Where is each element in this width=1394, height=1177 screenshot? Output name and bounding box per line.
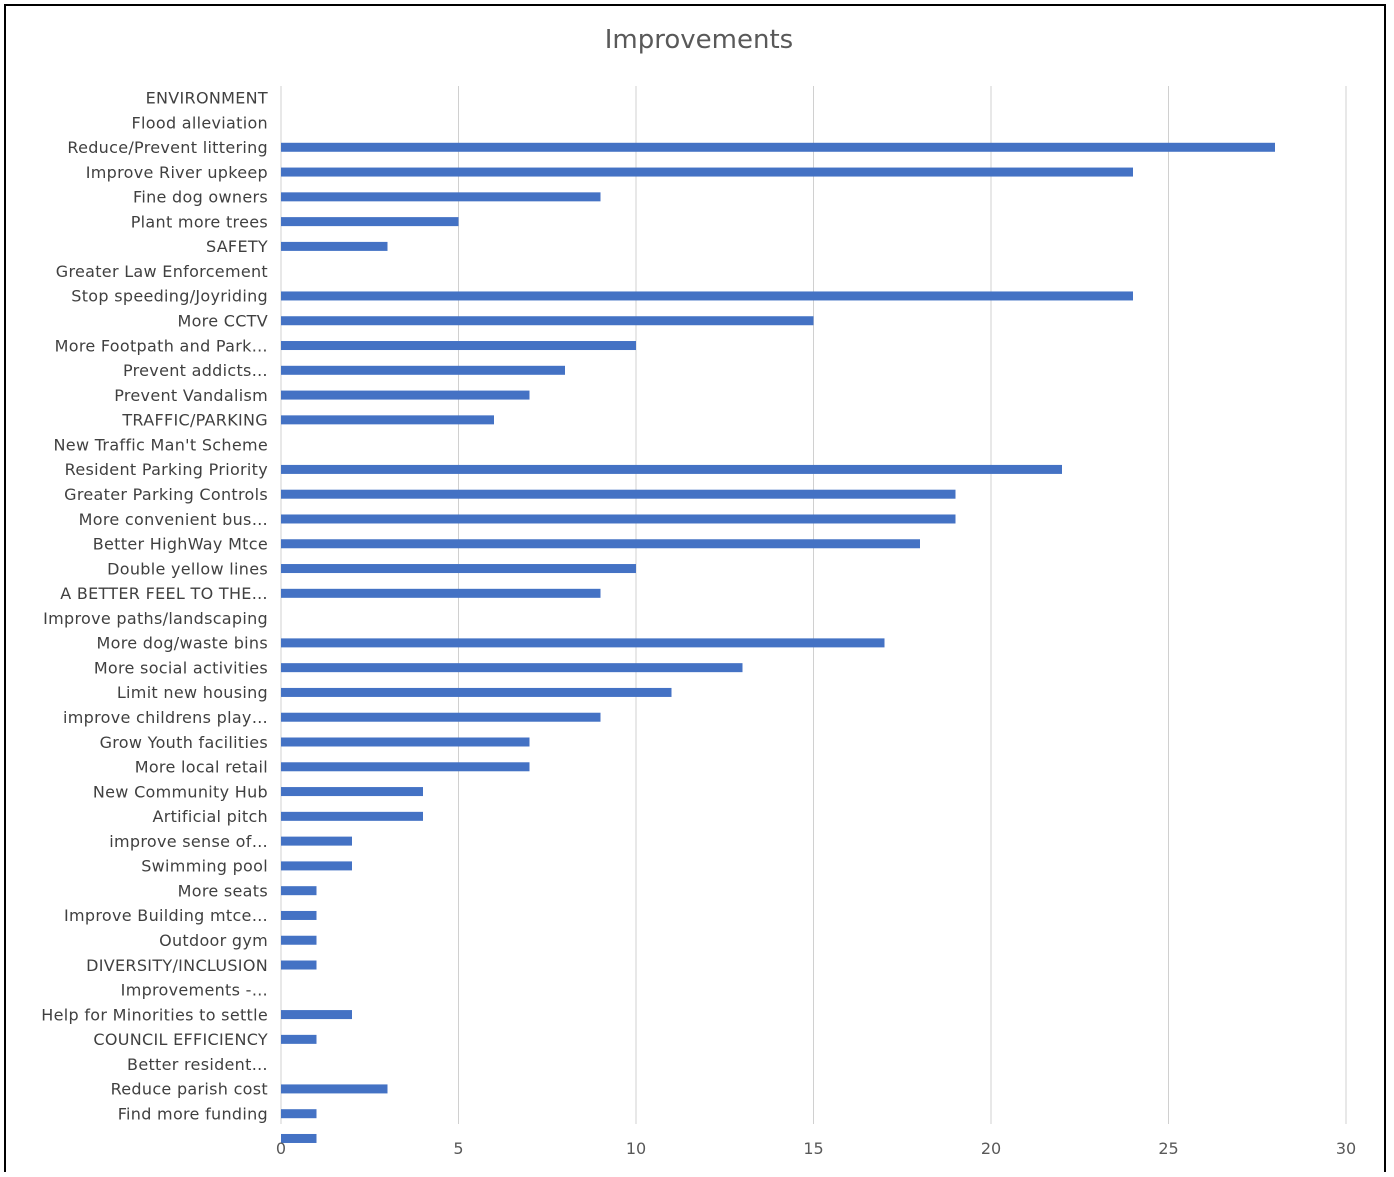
- category-label: Prevent Vandalism: [114, 386, 268, 405]
- category-label: Reduce parish cost: [111, 1080, 268, 1099]
- bar: [281, 489, 956, 499]
- category-label: Resident Parking Priority: [65, 460, 268, 479]
- bar: [281, 217, 459, 227]
- category-label: More Footpath and Park…: [55, 336, 268, 355]
- x-tick-label: 30: [1336, 1139, 1356, 1158]
- category-label: TRAFFIC/PARKING: [121, 411, 268, 430]
- x-tick-label: 25: [1158, 1139, 1178, 1158]
- gridlines: [280, 86, 1347, 1124]
- x-tick-label: 10: [626, 1139, 646, 1158]
- category-label: New Traffic Man't Scheme: [54, 435, 268, 454]
- x-tick-label: 5: [453, 1139, 463, 1158]
- category-label: Fine dog owners: [133, 188, 268, 207]
- bar: [281, 390, 530, 400]
- bar: [281, 291, 1133, 301]
- bar: [281, 935, 317, 945]
- category-label: Limit new housing: [117, 683, 268, 702]
- category-label: More social activities: [94, 658, 268, 677]
- bar: [281, 687, 672, 697]
- category-label: Improve paths/landscaping: [43, 609, 268, 628]
- bar: [281, 365, 565, 375]
- chart-title: Improvements: [605, 25, 793, 55]
- bar: [281, 192, 601, 202]
- category-label: Grow Youth facilities: [100, 733, 268, 752]
- bar: [281, 861, 352, 871]
- bar: [281, 1010, 352, 1020]
- bar: [281, 787, 423, 797]
- bar: [281, 415, 494, 425]
- x-tick-label: 0: [276, 1139, 286, 1158]
- category-labels: ENVIRONMENT Flood alleviation Reduce/Preve…: [41, 89, 268, 1124]
- category-label: Plant more trees: [131, 212, 268, 231]
- category-label: More CCTV: [177, 312, 268, 331]
- category-label: Improvements -…: [121, 981, 268, 1000]
- bar: [281, 712, 601, 722]
- bar: [281, 1109, 317, 1119]
- bar: [281, 737, 530, 747]
- bar: [281, 762, 530, 772]
- bar: [281, 241, 388, 251]
- category-label: COUNCIL EFFICIENCY: [93, 1030, 268, 1049]
- category-label: Stop speeding/Joyriding: [71, 287, 268, 306]
- bar: [281, 1084, 388, 1094]
- bar: [281, 1133, 317, 1143]
- category-label: Double yellow lines: [107, 559, 268, 578]
- category-label: A BETTER FEEL TO THE…: [60, 584, 268, 603]
- x-tick-labels: 0 5 10 15 20 25 30: [276, 1139, 1356, 1158]
- category-label: improve sense of…: [109, 832, 268, 851]
- bar: [281, 564, 636, 574]
- category-label: Outdoor gym: [159, 931, 268, 950]
- category-label: Greater Law Enforcement: [56, 262, 268, 281]
- category-label: Improve Building mtce…: [64, 906, 268, 925]
- category-label: Flood alleviation: [132, 113, 268, 132]
- bar: [281, 886, 317, 896]
- category-label: SAFETY: [206, 237, 268, 256]
- category-label: Help for Minorities to settle: [41, 1005, 268, 1024]
- chart-frame: [4, 4, 1386, 1172]
- bars: [281, 142, 1275, 1143]
- category-label: More local retail: [135, 758, 268, 777]
- category-label: Swimming pool: [141, 857, 268, 876]
- category-label: Greater Parking Controls: [64, 485, 268, 504]
- bar: [281, 539, 920, 549]
- category-label: ENVIRONMENT: [146, 89, 268, 108]
- bar: [281, 960, 317, 970]
- bar: [281, 464, 1062, 474]
- category-label: More seats: [178, 881, 268, 900]
- bar: [281, 836, 352, 846]
- bar: [281, 316, 814, 326]
- bar: [281, 910, 317, 920]
- x-tick-label: 15: [803, 1139, 823, 1158]
- category-label: Improve River upkeep: [86, 163, 268, 182]
- bar: [281, 1034, 317, 1044]
- category-label: Better HighWay Mtce: [93, 535, 268, 554]
- bar: [281, 811, 423, 821]
- bar: [281, 514, 956, 524]
- bar: [281, 638, 885, 648]
- category-label: Prevent addicts…: [123, 361, 268, 380]
- bar: [281, 142, 1275, 152]
- category-label: DIVERSITY/INCLUSION: [86, 956, 268, 975]
- category-label: Better resident…: [127, 1055, 268, 1074]
- bar: [281, 341, 636, 351]
- category-label: Find more funding: [118, 1104, 268, 1123]
- bar: [281, 663, 743, 673]
- category-label: More convenient bus…: [79, 510, 268, 529]
- category-label: New Community Hub: [93, 782, 268, 801]
- bar: [281, 588, 601, 598]
- category-label: Reduce/Prevent littering: [67, 138, 268, 157]
- bar: [281, 167, 1133, 177]
- category-label: More dog/waste bins: [97, 634, 268, 653]
- category-label: improve childrens play…: [63, 708, 268, 727]
- category-label: Artificial pitch: [152, 807, 268, 826]
- x-tick-label: 20: [981, 1139, 1001, 1158]
